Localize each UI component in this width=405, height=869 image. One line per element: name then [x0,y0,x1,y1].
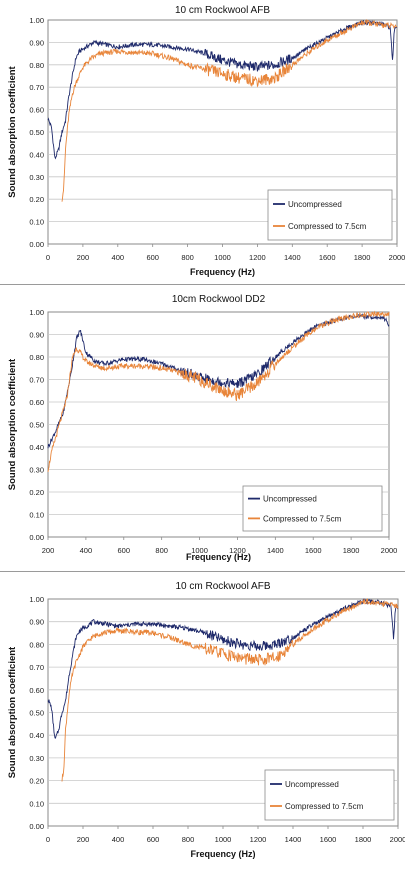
y-tick-label: 0.40 [29,731,44,740]
y-tick-label: 0.90 [29,38,44,47]
chart-2-svg: 0.00 0.10 0.20 0.30 0.40 0.50 0.60 0.70 0.80 0.90… [7,294,398,562]
series-line-uncompressed [47,19,398,160]
chart-panel-3: 0.00 0.10 0.20 0.30 0.40 0.50 0.60 0.70 0.80 0.90… [0,576,405,864]
x-tick-label: 1800 [355,835,372,844]
x-tick-label: 1200 [249,253,266,262]
x-tick-label: 1800 [343,546,360,555]
y-tick-label: 0.80 [29,353,44,362]
chart-panel-2: 0.00 0.10 0.20 0.30 0.40 0.50 0.60 0.70 0.80 0.90… [0,289,405,564]
y-tick-label: 0.50 [29,128,44,137]
y-tick-label: 0.00 [29,240,44,249]
x-tick-label: 800 [182,835,195,844]
x-tick-label: 200 [77,835,90,844]
x-axis-label: Frequency (Hz) [186,552,251,562]
series-line-compressed [47,310,390,472]
y-axis-label: Sound absorption coefficient [7,646,18,778]
y-tick-label: 0.20 [29,195,44,204]
legend-label: Compressed to 7.5cm [263,514,342,523]
x-tick-label: 1200 [250,835,267,844]
chart-1-svg: 0.00 0.10 0.20 0.30 0.40 0.50 0.60 0.70 0.80 0.90… [7,5,405,277]
x-axis-label: Frequency (Hz) [190,849,255,859]
legend-label: Compressed to 7.5cm [285,802,364,811]
y-tick-label: 0.50 [29,421,44,430]
y-axis-label: Sound absorption coefficient [7,358,18,490]
x-tick-label: 800 [181,253,194,262]
y-tick-label: 0.60 [29,106,44,115]
y-tick-label: 0.20 [29,777,44,786]
series-line-compressed [61,18,398,202]
y-tick-label: 0.30 [29,754,44,763]
x-tick-label: 1800 [354,253,371,262]
legend-label: Uncompressed [263,495,317,504]
x-tick-label: 200 [42,546,55,555]
x-tick-label: 1400 [284,253,301,262]
x-axis-label: Frequency (Hz) [190,267,255,277]
chart-title: 10 cm Rockwool AFB [175,581,270,592]
y-tick-label: 0.80 [29,61,44,70]
y-tick-label: 0.00 [29,533,44,542]
legend [264,769,395,821]
x-tick-label: 800 [155,546,168,555]
y-tick-label: 0.60 [29,686,44,695]
x-tick-label: 1000 [191,546,208,555]
x-tick-label: 1600 [320,835,337,844]
x-tick-label: 2000 [381,546,398,555]
y-tick-label: 0.70 [29,376,44,385]
chart-title: 10cm Rockwool DD2 [172,294,266,305]
x-tick-label: 400 [112,835,125,844]
legend-label: Uncompressed [288,200,342,209]
panel-divider [0,571,405,572]
y-tick-label: 0.20 [29,488,44,497]
x-tick-label: 0 [46,835,50,844]
series-line-uncompressed [47,598,399,739]
panel-divider [0,284,405,285]
x-tick-label: 1600 [305,546,322,555]
y-tick-label: 0.40 [29,150,44,159]
chart-panel-1: 0.00 0.10 0.20 0.30 0.40 0.50 0.60 0.70 0.80 0.90… [0,0,405,282]
x-tick-label: 1600 [319,253,336,262]
x-tick-label: 600 [147,835,160,844]
y-tick-label: 1.00 [29,595,44,604]
chart-3-svg: 0.00 0.10 0.20 0.30 0.40 0.50 0.60 0.70 0.80 0.90… [7,581,405,859]
x-tick-label: 0 [46,253,50,262]
y-tick-label: 0.90 [29,331,44,340]
legend-label: Uncompressed [285,780,339,789]
x-tick-label: 1400 [267,546,284,555]
x-tick-label: 1000 [214,253,231,262]
x-tick-label: 2000 [390,835,405,844]
y-tick-label: 1.00 [29,16,44,25]
y-axis-label: Sound absorption coefficient [7,65,18,197]
y-tick-label: 0.40 [29,443,44,452]
legend [267,189,393,241]
series-line-uncompressed [47,313,390,449]
y-tick-label: 0.10 [29,218,44,227]
y-tick-label: 1.00 [29,308,44,317]
legend [242,485,383,532]
x-tick-label: 400 [112,253,125,262]
y-tick-label: 0.80 [29,640,44,649]
x-tick-label: 600 [146,253,159,262]
y-tick-label: 0.30 [29,173,44,182]
x-tick-label: 200 [77,253,90,262]
y-tick-label: 0.90 [29,618,44,627]
series-line-compressed [61,598,399,782]
y-tick-label: 0.00 [29,822,44,831]
chart-title: 10 cm Rockwool AFB [175,5,270,16]
y-tick-label: 0.60 [29,398,44,407]
x-tick-label: 1400 [285,835,302,844]
x-tick-label: 2000 [389,253,405,262]
y-tick-label: 0.10 [29,799,44,808]
x-tick-label: 400 [80,546,93,555]
x-tick-label: 1200 [229,546,246,555]
legend-label: Compressed to 7.5cm [288,222,367,231]
y-tick-label: 0.70 [29,83,44,92]
x-tick-label: 600 [118,546,131,555]
y-tick-label: 0.70 [29,663,44,672]
x-tick-label: 1000 [215,835,232,844]
y-tick-label: 0.30 [29,466,44,475]
y-tick-label: 0.10 [29,511,44,520]
y-tick-label: 0.50 [29,709,44,718]
